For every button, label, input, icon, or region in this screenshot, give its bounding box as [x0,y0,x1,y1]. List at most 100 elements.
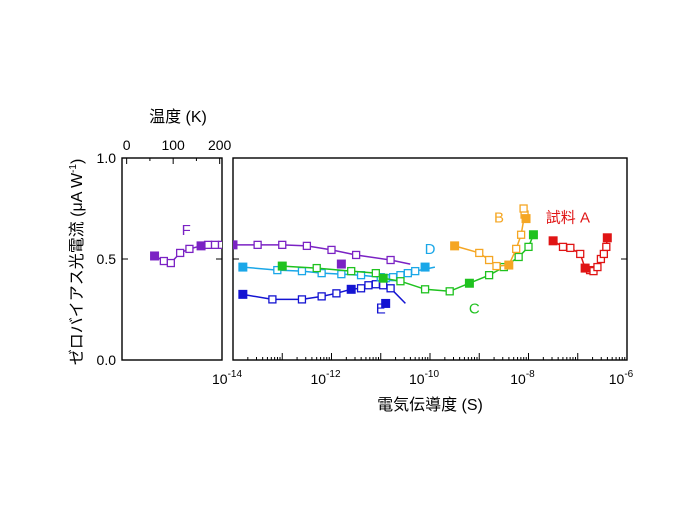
open-marker [317,268,326,278]
open-marker [371,280,380,289]
filled-marker [238,262,248,272]
open-marker [253,240,262,250]
series-試料-A [548,233,612,276]
log-tick-label: 10-8 [510,369,535,387]
open-marker [327,245,336,255]
open-marker [516,230,526,239]
series-F [150,240,222,268]
open-marker [332,289,341,298]
filled-marker [381,298,391,308]
open-marker [159,256,169,266]
filled-marker [580,263,590,273]
series-label: 試料 A [546,210,590,227]
series-C [277,230,538,296]
open-marker [351,250,361,260]
open-marker [576,249,585,259]
open-marker [317,292,326,301]
open-marker [411,266,420,276]
open-marker [278,240,287,250]
bottom-x-axis-label: 電気伝導度 (S) [377,395,483,414]
filled-marker [346,284,356,294]
filled-marker [602,233,612,243]
filled-marker [336,259,346,269]
open-marker [386,255,395,265]
filled-marker [277,261,287,271]
open-marker [337,269,346,279]
series-label: C [469,301,480,318]
open-marker [268,295,277,304]
open-marker [185,244,194,254]
temp-tick-label: 0 [123,137,131,153]
tick-exponent: -14 [228,369,243,380]
filled-marker [548,236,558,246]
series-F [233,240,411,269]
left-panel-temperature: 0.0 0.5 1.0 0 100 200 [97,137,232,368]
y-axis-label-superscript: -1 [68,164,79,173]
tick-exponent: -8 [526,369,535,380]
y-tick-label: 0.5 [97,251,117,267]
filled-marker [464,278,474,288]
filled-marker [521,214,531,224]
open-marker [175,248,185,258]
open-marker [420,285,430,294]
open-marker [356,284,366,293]
filled-marker [450,241,460,251]
open-marker [593,262,602,272]
open-marker [484,271,494,280]
log-tick-label: 10-6 [609,369,634,387]
right-panel-frame [232,157,628,361]
open-marker [602,242,611,252]
tick-exponent: -12 [326,369,341,380]
open-marker [364,281,373,290]
log-tick-label: 10-14 [212,369,242,387]
open-marker [379,281,388,290]
open-marker [403,268,412,278]
filled-marker [238,289,248,299]
open-marker [512,244,521,254]
y-tick-label: 0.0 [97,352,117,368]
filled-marker [150,251,160,261]
y-axis-label: ゼロバイアス光電流 (μA W-1) [68,159,86,366]
open-marker [396,277,405,286]
open-marker [484,255,494,265]
tick-base: 10 [510,371,526,387]
tick-exponent: -6 [624,369,633,380]
open-marker [297,295,307,304]
open-marker [475,248,484,258]
open-marker [217,240,222,250]
tick-base: 10 [310,371,326,387]
open-marker [519,204,528,213]
axis-titles: 温度 (K) 電気伝導度 (S) ゼロバイアス光電流 (μA W-1) [68,108,483,414]
tick-exponent: -10 [425,369,440,380]
filled-marker [504,260,514,270]
temp-tick-label: 200 [208,137,232,153]
open-marker [371,268,380,278]
top-x-axis-label: 温度 (K) [149,108,207,126]
open-marker [524,242,533,252]
open-marker [514,252,523,262]
filled-marker [233,240,238,250]
open-marker [302,241,312,251]
series-label: E [376,301,386,318]
open-marker [599,249,609,259]
filled-marker [378,273,388,283]
tick-base: 10 [409,371,425,387]
filled-marker [420,262,430,272]
open-marker [297,266,307,276]
open-marker [203,240,213,250]
log-tick-label: 10-12 [310,369,340,387]
tick-base: 10 [609,371,625,387]
series-B [450,204,531,271]
tick-base: 10 [212,371,228,387]
open-marker [492,261,501,271]
series-label: F [182,222,191,239]
y-axis-label-main: ゼロバイアス光電流 (μA W [68,172,86,365]
open-marker [166,258,175,268]
open-marker [210,240,220,250]
open-marker [312,263,321,273]
y-tick-label: 1.0 [97,150,117,166]
series-label: B [494,210,504,227]
series-label: D [425,241,436,258]
